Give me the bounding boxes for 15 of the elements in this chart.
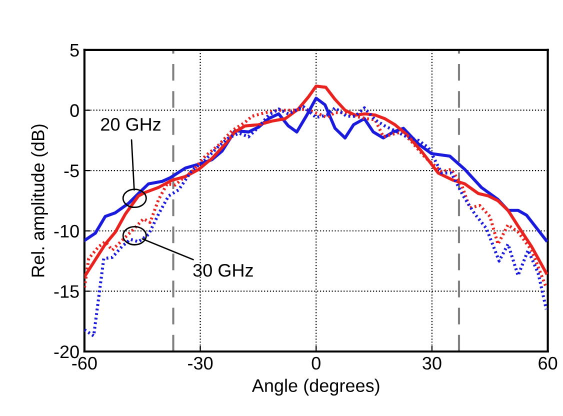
annotation: 30 GHz — [193, 264, 253, 277]
x-tick-label: 30 — [422, 356, 442, 370]
x-axis-title: Angle (degrees) — [252, 378, 380, 396]
y-tick-label: -15 — [54, 285, 79, 298]
y-axis-title: Rel. amplitude (dB) — [31, 124, 48, 277]
x-tick-label: -30 — [188, 356, 213, 370]
y-tick-label: -10 — [54, 224, 79, 238]
y-tick-label: -5 — [64, 164, 79, 178]
annotation: 20 GHz — [101, 118, 160, 131]
x-tick-label: -60 — [72, 356, 97, 370]
y-tick-label: 5 — [70, 44, 79, 57]
x-tick-label: 60 — [538, 356, 558, 370]
x-tick-label: 0 — [312, 356, 320, 370]
y-tick-label: 0 — [70, 104, 79, 117]
y-tick-label: -20 — [54, 345, 79, 358]
